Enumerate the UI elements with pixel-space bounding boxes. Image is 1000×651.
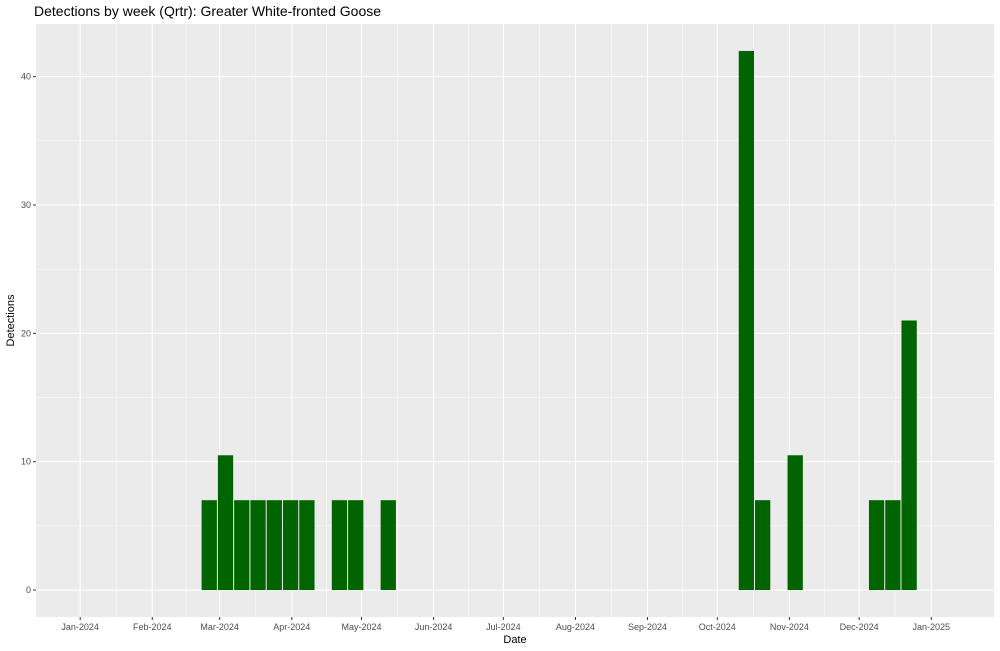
x-tick-label: Mar-2024 [200, 622, 239, 632]
x-tick-label: Nov-2024 [770, 622, 809, 632]
bar [901, 320, 917, 591]
x-tick-label: Jan-2025 [912, 622, 950, 632]
chart-title: Detections by week (Qrtr): Greater White… [34, 3, 382, 19]
x-tick-label: Oct-2024 [699, 622, 736, 632]
x-tick-label: Jan-2024 [61, 622, 99, 632]
y-tick-label: 10 [21, 457, 31, 467]
bar [217, 455, 234, 591]
x-tick-label: Feb-2024 [133, 622, 172, 632]
y-tick-label: 20 [21, 328, 31, 338]
bar [234, 500, 250, 591]
bar [331, 500, 348, 591]
x-tick-label: May-2024 [342, 622, 382, 632]
x-tick-label: Jul-2024 [486, 622, 521, 632]
bar [299, 500, 315, 591]
bar [755, 500, 771, 591]
x-tick-label: Sep-2024 [628, 622, 667, 632]
bar [201, 500, 217, 591]
bar [787, 455, 803, 591]
bar [868, 500, 885, 591]
x-tick-label: Aug-2024 [556, 622, 595, 632]
y-axis-title: Detections [5, 294, 17, 346]
y-tick-label: 0 [26, 585, 31, 595]
x-axis-title: Date [503, 634, 526, 646]
y-tick-label: 40 [21, 72, 31, 82]
bar [250, 500, 266, 591]
bar [282, 500, 299, 591]
bar [348, 500, 364, 591]
x-tick-label: Apr-2024 [273, 622, 310, 632]
bar [738, 50, 754, 591]
plot-panel [36, 24, 994, 617]
x-tick-label: Jun-2024 [415, 622, 453, 632]
bar [266, 500, 282, 591]
x-tick-label: Dec-2024 [840, 622, 879, 632]
bar [885, 500, 901, 591]
bar [380, 500, 396, 591]
y-tick-label: 30 [21, 200, 31, 210]
